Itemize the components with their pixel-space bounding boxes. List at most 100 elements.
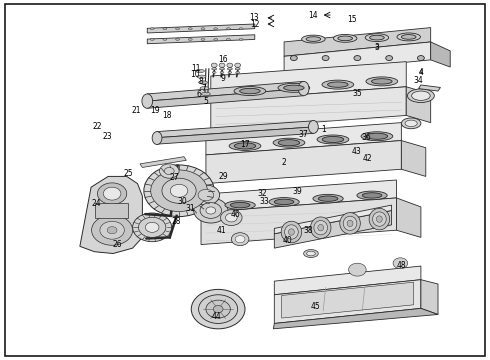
Circle shape xyxy=(322,55,329,60)
Circle shape xyxy=(144,165,214,217)
Circle shape xyxy=(225,213,237,222)
Ellipse shape xyxy=(163,28,167,30)
Ellipse shape xyxy=(318,225,324,231)
Circle shape xyxy=(159,164,179,178)
Text: 24: 24 xyxy=(91,199,101,208)
Circle shape xyxy=(235,235,245,243)
Circle shape xyxy=(170,184,188,197)
Text: 41: 41 xyxy=(217,226,226,235)
Text: 48: 48 xyxy=(396,261,406,270)
Ellipse shape xyxy=(227,68,232,70)
Polygon shape xyxy=(418,85,441,91)
Ellipse shape xyxy=(225,201,255,210)
Ellipse shape xyxy=(369,208,390,230)
Ellipse shape xyxy=(188,39,192,40)
Ellipse shape xyxy=(234,143,256,149)
Ellipse shape xyxy=(397,33,420,41)
Circle shape xyxy=(146,222,159,232)
Ellipse shape xyxy=(278,84,310,92)
Text: 33: 33 xyxy=(260,197,270,206)
Circle shape xyxy=(139,217,166,237)
Ellipse shape xyxy=(343,216,357,230)
Polygon shape xyxy=(396,198,421,237)
Polygon shape xyxy=(431,42,450,67)
Ellipse shape xyxy=(366,133,388,139)
Ellipse shape xyxy=(212,72,216,73)
Polygon shape xyxy=(401,140,426,176)
Circle shape xyxy=(231,233,249,246)
Text: 46: 46 xyxy=(230,210,240,219)
Bar xyxy=(95,203,128,218)
Ellipse shape xyxy=(198,81,207,84)
Ellipse shape xyxy=(152,132,162,144)
Ellipse shape xyxy=(322,136,343,143)
Circle shape xyxy=(219,63,225,67)
Polygon shape xyxy=(421,280,438,315)
Polygon shape xyxy=(406,87,431,123)
Circle shape xyxy=(213,306,223,313)
Ellipse shape xyxy=(214,28,218,30)
Ellipse shape xyxy=(322,80,354,89)
Ellipse shape xyxy=(376,216,382,222)
Ellipse shape xyxy=(306,37,321,41)
Ellipse shape xyxy=(318,196,338,201)
Circle shape xyxy=(107,226,117,234)
Circle shape xyxy=(198,189,214,201)
Text: 25: 25 xyxy=(124,170,133,179)
Polygon shape xyxy=(147,35,255,44)
Text: 43: 43 xyxy=(351,147,361,156)
Ellipse shape xyxy=(236,72,240,73)
Text: 5: 5 xyxy=(203,97,208,106)
Text: 34: 34 xyxy=(414,76,423,85)
Ellipse shape xyxy=(285,225,298,239)
Text: 15: 15 xyxy=(348,15,357,24)
Text: 6: 6 xyxy=(196,90,201,99)
Text: 9: 9 xyxy=(220,75,225,84)
Ellipse shape xyxy=(401,35,416,39)
Text: 11: 11 xyxy=(192,64,201,73)
Polygon shape xyxy=(147,81,304,101)
Text: 40: 40 xyxy=(283,237,293,246)
Circle shape xyxy=(103,187,121,200)
Ellipse shape xyxy=(317,135,349,144)
Ellipse shape xyxy=(357,191,387,200)
Ellipse shape xyxy=(235,68,240,70)
Ellipse shape xyxy=(366,77,398,86)
Ellipse shape xyxy=(333,35,357,42)
Circle shape xyxy=(100,221,124,239)
Ellipse shape xyxy=(201,92,210,95)
Polygon shape xyxy=(157,127,314,144)
Ellipse shape xyxy=(273,138,305,147)
Circle shape xyxy=(206,300,230,318)
Circle shape xyxy=(354,55,361,60)
Ellipse shape xyxy=(302,35,325,43)
Polygon shape xyxy=(211,62,406,101)
Ellipse shape xyxy=(197,75,206,78)
Polygon shape xyxy=(80,176,143,253)
Polygon shape xyxy=(284,42,431,74)
Ellipse shape xyxy=(220,72,224,73)
Ellipse shape xyxy=(362,193,382,198)
Circle shape xyxy=(133,213,172,242)
Polygon shape xyxy=(274,205,392,234)
Ellipse shape xyxy=(309,121,318,134)
Circle shape xyxy=(191,289,245,329)
Text: 17: 17 xyxy=(240,140,250,149)
Text: 30: 30 xyxy=(177,197,187,206)
Ellipse shape xyxy=(201,39,205,40)
Ellipse shape xyxy=(298,81,309,96)
Text: 28: 28 xyxy=(172,217,181,226)
Ellipse shape xyxy=(200,87,209,90)
Ellipse shape xyxy=(229,141,261,150)
Text: 19: 19 xyxy=(150,105,159,114)
Polygon shape xyxy=(282,282,414,318)
Text: 7: 7 xyxy=(201,84,206,93)
Text: 4: 4 xyxy=(419,69,423,75)
Ellipse shape xyxy=(214,39,218,40)
Polygon shape xyxy=(273,309,438,329)
Text: 26: 26 xyxy=(112,240,122,249)
Circle shape xyxy=(164,167,174,175)
Text: 39: 39 xyxy=(293,187,303,196)
Ellipse shape xyxy=(175,39,179,40)
Polygon shape xyxy=(274,211,392,248)
